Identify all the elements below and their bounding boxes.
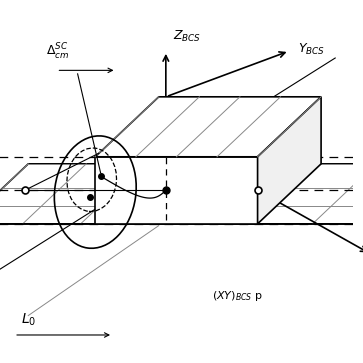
Text: $Y_{BCS}$: $Y_{BCS}$ [298,42,325,57]
Polygon shape [0,164,363,224]
Polygon shape [95,157,258,224]
Text: $\Delta^{SC}_{cm}$: $\Delta^{SC}_{cm}$ [46,41,69,62]
Polygon shape [258,97,321,224]
Text: $(XY)_{BCS}$ p: $(XY)_{BCS}$ p [212,289,263,303]
Text: $Z_{BCS}$: $Z_{BCS}$ [173,29,201,44]
Text: $L_0$: $L_0$ [21,311,36,328]
Polygon shape [95,97,321,157]
